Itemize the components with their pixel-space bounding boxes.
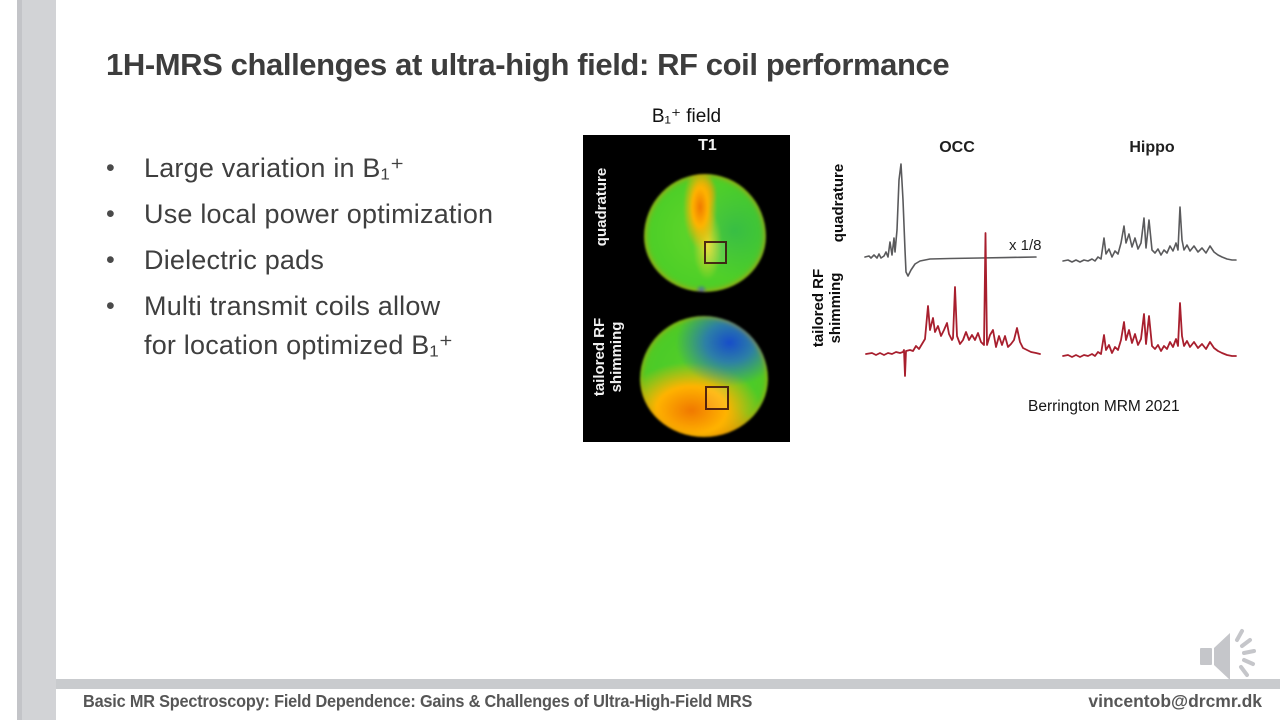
bullet-text: Dielectric pads bbox=[144, 245, 325, 275]
spectra-row-label-tailored-rf-shimming: tailored RF shimming bbox=[810, 268, 844, 348]
t1-label: T1 bbox=[698, 137, 717, 154]
list-item: • Dielectric pads bbox=[106, 241, 596, 280]
list-item: • Use local power optimization bbox=[106, 195, 596, 234]
page-title: 1H-MRS challenges at ultra-high field: R… bbox=[106, 47, 950, 82]
column-label-hippo: Hippo bbox=[1129, 139, 1175, 156]
bullet-dot: • bbox=[106, 154, 115, 182]
list-item: • Large variation in B₁⁺ bbox=[106, 149, 596, 188]
bullet-text: Use local power optimization bbox=[144, 199, 494, 229]
mrs-spectra-plot bbox=[864, 163, 1237, 377]
spectrum-occ-tailored bbox=[865, 232, 1041, 377]
footer-course-title: Basic MR Spectroscopy: Field Dependence:… bbox=[83, 691, 753, 711]
bullet-dot: • bbox=[106, 292, 115, 320]
bullet-list: • Large variation in B₁⁺ • Use local pow… bbox=[106, 149, 596, 372]
spectrum-occ-quadrature bbox=[864, 163, 1037, 277]
column-label-occ: OCC bbox=[939, 139, 975, 156]
citation: Berrington MRM 2021 bbox=[1028, 398, 1180, 415]
scale-annotation: x 1/8 bbox=[1009, 237, 1042, 254]
bullet-text: Large variation in B₁⁺ bbox=[144, 153, 405, 183]
brain-map-quadrature bbox=[644, 174, 766, 292]
bullet-dot: • bbox=[106, 200, 115, 228]
brain-map-panel: T1 quadrature tailored RF shimming bbox=[583, 135, 790, 442]
row-label-quadrature: quadrature bbox=[593, 167, 610, 247]
list-item: • Multi transmit coils allow for locatio… bbox=[106, 287, 596, 365]
spectra-row-label-quadrature: quadrature bbox=[830, 163, 847, 243]
footer-divider bbox=[56, 679, 1280, 689]
footer-email: vincentob@drcmr.dk bbox=[1088, 691, 1262, 711]
bullet-text: Multi transmit coils allow for location … bbox=[144, 291, 454, 360]
audio-speaker-icon[interactable] bbox=[1192, 622, 1266, 690]
b1-field-caption: B₁⁺ field bbox=[651, 106, 722, 127]
roi-box-tailored bbox=[705, 386, 729, 410]
roi-box-quadrature bbox=[704, 241, 727, 264]
bullet-dot: • bbox=[106, 246, 115, 274]
brain-map-tailored bbox=[640, 316, 768, 437]
spectrum-hippo-quadrature bbox=[1062, 206, 1237, 263]
row-label-tailored-rf-shimming: tailored RF shimming bbox=[591, 317, 626, 397]
slide-edge-bar bbox=[17, 0, 56, 720]
spectrum-hippo-tailored bbox=[1062, 302, 1237, 358]
